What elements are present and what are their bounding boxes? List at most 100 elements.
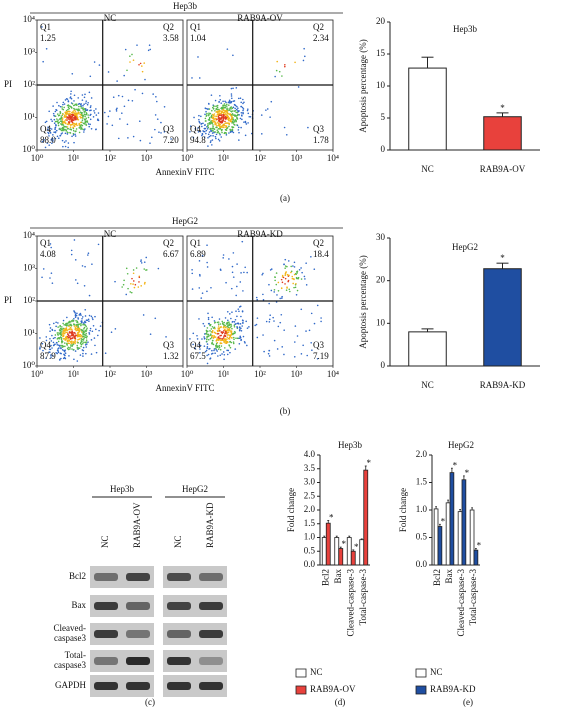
event-dot (121, 286, 123, 288)
blot-band (126, 602, 150, 610)
event-dot (224, 118, 227, 120)
event-dot (50, 272, 53, 274)
event-dot (205, 338, 208, 341)
event-dot (140, 262, 143, 264)
event-dot (132, 280, 135, 282)
event-dot (87, 252, 90, 254)
event-dot (231, 265, 234, 268)
event-dot (84, 114, 86, 116)
event-dot (136, 44, 138, 46)
event-dot (240, 327, 242, 330)
event-dot (129, 55, 131, 57)
event-dot (69, 96, 72, 98)
event-dot (249, 116, 252, 118)
event-dot (210, 94, 213, 96)
event-dot (68, 112, 71, 115)
event-dot (229, 326, 232, 328)
event-dot (235, 111, 237, 114)
y-tick-label: 10¹ (23, 112, 35, 122)
quadrant-name: Q2 (163, 238, 174, 248)
event-dot (224, 100, 226, 103)
event-dot (206, 261, 208, 264)
event-dot (234, 348, 237, 350)
event-dot (231, 113, 233, 116)
event-dot (207, 123, 209, 125)
event-dot (222, 337, 225, 339)
event-dot (225, 323, 228, 325)
event-dot (230, 110, 233, 113)
event-dot (237, 308, 240, 310)
event-dot (223, 321, 226, 324)
event-dot (213, 113, 216, 115)
event-dot (248, 326, 250, 328)
event-dot (209, 128, 212, 130)
event-dot (214, 131, 217, 133)
event-dot (229, 351, 231, 354)
event-dot (73, 331, 76, 334)
event-dot (220, 331, 223, 333)
plot-title: RAB9A-OV (237, 13, 283, 23)
event-dot (71, 330, 74, 333)
event-dot (236, 111, 239, 114)
event-dot (303, 47, 305, 50)
x-tick-label: 10³ (141, 153, 153, 163)
event-dot (284, 65, 286, 68)
event-dot (229, 131, 232, 133)
blot-strip (90, 595, 154, 617)
event-dot (86, 319, 89, 322)
x-tick-label: 10⁰ (31, 369, 44, 379)
event-dot (62, 322, 64, 325)
event-dot (93, 61, 96, 63)
event-dot (198, 77, 201, 79)
event-dot (84, 93, 86, 96)
event-dot (207, 126, 210, 129)
event-dot (88, 320, 90, 322)
event-dot (67, 334, 70, 337)
event-dot (211, 132, 214, 134)
quadrant-value: 67.5 (190, 351, 206, 361)
event-dot (60, 116, 63, 119)
event-dot (208, 131, 211, 133)
event-dot (83, 326, 86, 329)
event-dot (50, 128, 53, 130)
event-dot (263, 350, 265, 353)
event-dot (73, 107, 75, 110)
event-dot (90, 113, 92, 116)
event-dot (126, 123, 129, 126)
event-dot (79, 117, 82, 119)
event-dot (215, 133, 218, 136)
event-dot (114, 280, 116, 283)
bar (408, 67, 447, 151)
event-dot (288, 274, 290, 277)
row-label: GAPDH (55, 680, 87, 690)
event-dot (85, 346, 88, 348)
event-dot (216, 330, 219, 333)
event-dot (63, 103, 66, 105)
event-dot (80, 323, 82, 325)
event-dot (197, 127, 199, 129)
event-dot (73, 141, 75, 144)
event-dot (225, 132, 227, 135)
panel-label: (c) (145, 697, 155, 707)
event-dot (71, 135, 73, 138)
event-dot (54, 329, 56, 332)
event-dot (92, 324, 95, 327)
event-dot (77, 329, 80, 332)
event-dot (79, 115, 81, 118)
event-dot (230, 106, 233, 108)
y-tick-label: 0.5 (416, 532, 428, 542)
event-dot (284, 277, 287, 280)
event-dot (216, 108, 219, 111)
event-dot (220, 326, 222, 329)
blot-band (167, 682, 191, 690)
event-dot (316, 357, 319, 360)
event-dot (238, 139, 240, 141)
event-dot (126, 69, 128, 72)
y-tick-label: 10⁴ (23, 14, 35, 24)
event-dot (238, 131, 240, 134)
event-dot (248, 115, 251, 118)
quadrant-value: 18.4 (313, 249, 329, 259)
event-dot (50, 246, 52, 249)
event-dot (209, 112, 212, 115)
event-dot (307, 126, 309, 129)
